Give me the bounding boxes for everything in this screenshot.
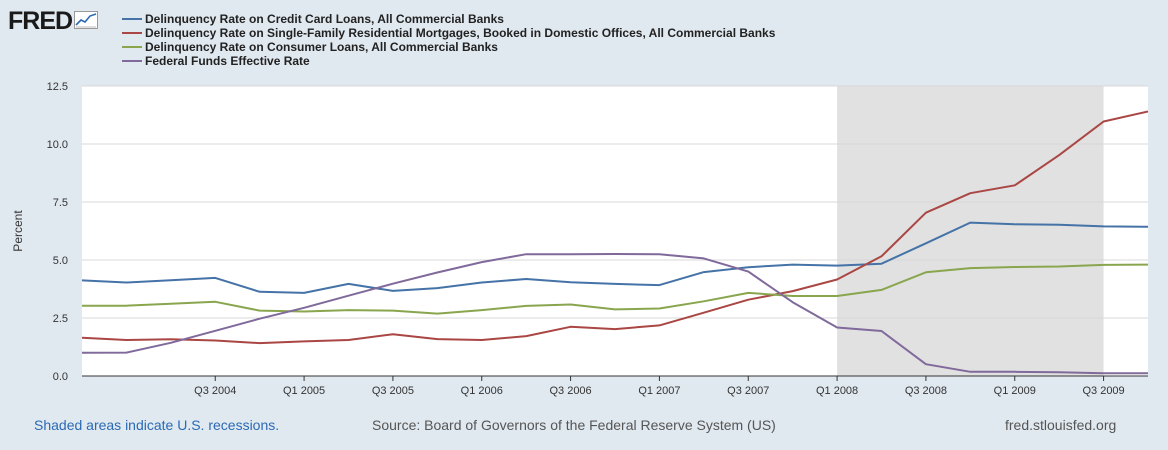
fred-logo[interactable]: FRED <box>8 7 99 35</box>
legend-swatch <box>122 18 142 20</box>
x-tick-label: Q1 2009 <box>994 385 1036 397</box>
x-tick-label: Q3 2004 <box>194 385 236 397</box>
legend-item-credit-card[interactable]: Delinquency Rate on Credit Card Loans, A… <box>122 12 775 26</box>
source-text: Source: Board of Governors of the Federa… <box>372 417 776 433</box>
chart-legend: Delinquency Rate on Credit Card Loans, A… <box>122 12 775 68</box>
legend-swatch <box>122 32 142 34</box>
x-tick-label: Q3 2008 <box>905 385 947 397</box>
legend-label: Delinquency Rate on Credit Card Loans, A… <box>145 12 504 26</box>
x-tick-label: Q3 2009 <box>1082 385 1124 397</box>
site-link[interactable]: fred.stlouisfed.org <box>1005 417 1117 433</box>
y-tick-label: 5.0 <box>53 255 68 267</box>
line-chart-icon <box>74 11 99 29</box>
x-tick-label: Q3 2007 <box>727 385 769 397</box>
legend-item-mortgage[interactable]: Delinquency Rate on Single-Family Reside… <box>122 26 775 40</box>
y-tick-label: 7.5 <box>53 197 68 209</box>
chart-area[interactable]: 0.0 2.5 5.0 7.5 10.0 12.5 Percent Q3 2004 Q1 200… <box>0 0 1168 410</box>
recession-note[interactable]: Shaded areas indicate U.S. recessions. <box>34 417 280 433</box>
x-tick-label: Q3 2006 <box>549 385 591 397</box>
series-line-consumer <box>82 263 1148 315</box>
legend-swatch <box>122 46 142 48</box>
legend-label: Delinquency Rate on Single-Family Reside… <box>145 26 776 40</box>
x-tick-label: Q1 2006 <box>461 385 503 397</box>
legend-swatch <box>122 60 142 62</box>
x-tick-label: Q3 2005 <box>372 385 414 397</box>
x-tick-label: Q1 2008 <box>816 385 858 397</box>
y-tick-label: 0.0 <box>53 371 68 383</box>
series-line-fed-funds <box>82 253 1148 375</box>
y-tick-label: 2.5 <box>53 313 68 325</box>
x-tick-label: Q1 2007 <box>638 385 680 397</box>
series-line-mortgage <box>82 110 1148 345</box>
x-tick-label: Q1 2005 <box>283 385 325 397</box>
series-line-credit-card <box>82 221 1148 294</box>
recession-shade <box>837 86 1104 376</box>
y-tick-label: 10.0 <box>47 139 68 151</box>
legend-label: Federal Funds Effective Rate <box>145 54 310 68</box>
logo-text: FRED <box>8 7 73 35</box>
legend-item-fed-funds[interactable]: Federal Funds Effective Rate <box>122 54 775 68</box>
legend-item-consumer[interactable]: Delinquency Rate on Consumer Loans, All … <box>122 40 775 54</box>
legend-label: Delinquency Rate on Consumer Loans, All … <box>145 40 498 54</box>
y-tick-label: 12.5 <box>47 81 68 93</box>
y-axis-label: Percent <box>11 210 25 252</box>
